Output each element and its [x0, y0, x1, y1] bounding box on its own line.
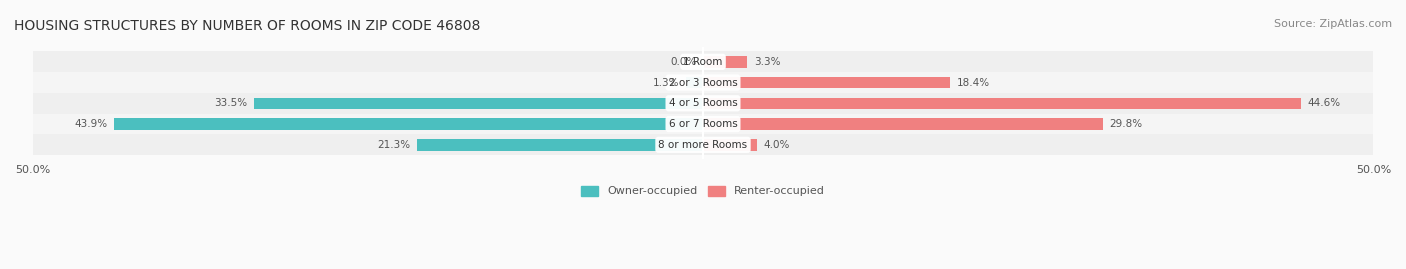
Text: HOUSING STRUCTURES BY NUMBER OF ROOMS IN ZIP CODE 46808: HOUSING STRUCTURES BY NUMBER OF ROOMS IN… — [14, 19, 481, 33]
Bar — [114, 118, 703, 130]
Bar — [703, 77, 949, 88]
Text: 43.9%: 43.9% — [75, 119, 108, 129]
Text: Source: ZipAtlas.com: Source: ZipAtlas.com — [1274, 19, 1392, 29]
Text: 21.3%: 21.3% — [378, 140, 411, 150]
Text: 8 or more Rooms: 8 or more Rooms — [658, 140, 748, 150]
Bar — [703, 56, 747, 68]
Bar — [32, 93, 1374, 114]
Text: 0.0%: 0.0% — [671, 57, 696, 67]
Bar — [32, 114, 1374, 134]
Bar — [32, 51, 1374, 72]
Bar — [254, 98, 703, 109]
Bar — [418, 139, 703, 151]
Text: 2 or 3 Rooms: 2 or 3 Rooms — [669, 77, 737, 87]
Text: 1 Room: 1 Room — [683, 57, 723, 67]
Text: 6 or 7 Rooms: 6 or 7 Rooms — [669, 119, 737, 129]
Bar — [32, 72, 1374, 93]
Text: 3.3%: 3.3% — [754, 57, 780, 67]
Text: 4.0%: 4.0% — [763, 140, 790, 150]
Legend: Owner-occupied, Renter-occupied: Owner-occupied, Renter-occupied — [581, 186, 825, 196]
Text: 33.5%: 33.5% — [214, 98, 247, 108]
Text: 29.8%: 29.8% — [1109, 119, 1142, 129]
Text: 1.3%: 1.3% — [652, 77, 679, 87]
Bar — [703, 139, 756, 151]
Bar — [32, 134, 1374, 155]
Text: 44.6%: 44.6% — [1308, 98, 1341, 108]
Text: 4 or 5 Rooms: 4 or 5 Rooms — [669, 98, 737, 108]
Bar — [703, 98, 1301, 109]
Text: 18.4%: 18.4% — [956, 77, 990, 87]
Bar — [686, 77, 703, 88]
Bar — [703, 118, 1102, 130]
